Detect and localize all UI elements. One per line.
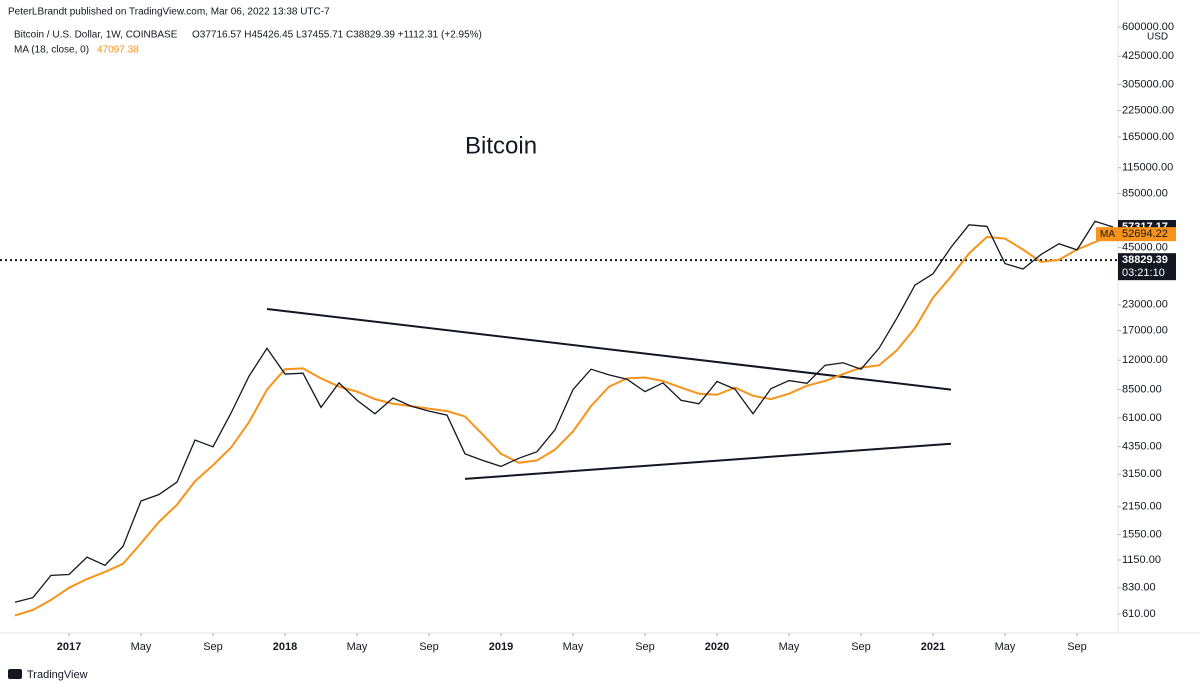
y-tick-label: 1150.00 bbox=[1122, 554, 1161, 566]
x-tick-label: Sep bbox=[419, 641, 439, 653]
y-tick-label: 6100.00 bbox=[1122, 412, 1162, 424]
y-tick-label: 45000.00 bbox=[1122, 242, 1168, 254]
x-tick-label: 2020 bbox=[705, 641, 729, 653]
y-tick-label: 225000.00 bbox=[1122, 104, 1174, 116]
currency: USD bbox=[1147, 32, 1168, 43]
y-tick-label: 600000.00 bbox=[1122, 21, 1174, 33]
ma-label-box bbox=[1118, 227, 1176, 242]
y-tick-label: 165000.00 bbox=[1122, 131, 1174, 143]
ma-legend-value: 47097.38 bbox=[97, 45, 139, 56]
ma-tag: MA bbox=[1100, 229, 1115, 240]
y-tick-label: 3150.00 bbox=[1122, 468, 1162, 480]
x-tick-label: May bbox=[563, 641, 584, 653]
x-tick-label: May bbox=[347, 641, 368, 653]
series-line bbox=[14, 233, 1114, 617]
x-tick-label: Sep bbox=[851, 641, 871, 653]
series-line bbox=[14, 220, 1114, 603]
x-tick-label: Sep bbox=[1067, 641, 1087, 653]
x-tick-label: May bbox=[779, 641, 800, 653]
ma-label: 52694.22 bbox=[1122, 228, 1168, 240]
last-price-box bbox=[1118, 253, 1176, 281]
last-price-label: 38829.39 bbox=[1122, 254, 1168, 266]
y-tick-label: 4350.00 bbox=[1122, 441, 1162, 453]
y-tick-label: 2150.00 bbox=[1122, 501, 1162, 513]
x-tick-label: May bbox=[131, 641, 152, 653]
y-tick-label: 830.00 bbox=[1122, 582, 1156, 594]
x-tick-label: 2021 bbox=[921, 641, 945, 653]
countdown: 03:21:10 bbox=[1122, 267, 1165, 279]
x-tick-label: 2017 bbox=[57, 641, 81, 653]
publisher: PeterLBrandt published on TradingView.co… bbox=[8, 7, 330, 18]
y-tick-label: 115000.00 bbox=[1122, 162, 1173, 174]
logo bbox=[8, 669, 22, 679]
y-tick-label: 305000.00 bbox=[1122, 78, 1174, 90]
annotation: Bitcoin bbox=[465, 132, 537, 159]
x-tick-label: 2018 bbox=[273, 641, 297, 653]
y-tick-label: 1550.00 bbox=[1122, 528, 1162, 540]
y-tick-label: 8500.00 bbox=[1122, 383, 1162, 395]
x-tick-label: Sep bbox=[203, 641, 223, 653]
y-tick-label: 23000.00 bbox=[1122, 299, 1168, 311]
symbol: Bitcoin / U.S. Dollar, 1W, COINBASE bbox=[14, 30, 178, 41]
y-tick-label: 610.00 bbox=[1122, 608, 1156, 620]
ma-tag-box bbox=[1096, 227, 1118, 242]
ma-legend: MA (18, close, 0) bbox=[14, 45, 89, 56]
x-tick-label: May bbox=[995, 641, 1016, 653]
ohlc: O37716.57 H45426.45 L37455.71 C38829.39 … bbox=[192, 30, 482, 41]
y-tick-label: 85000.00 bbox=[1122, 187, 1168, 199]
y-tick-label: 12000.00 bbox=[1122, 354, 1168, 366]
y-tick-label: 17000.00 bbox=[1122, 324, 1168, 336]
x-tick-label: 2019 bbox=[489, 641, 513, 653]
y-tick-label: 425000.00 bbox=[1122, 50, 1174, 62]
trendline bbox=[464, 442, 952, 480]
x-tick-label: Sep bbox=[635, 641, 655, 653]
footer: TradingView bbox=[27, 669, 88, 681]
